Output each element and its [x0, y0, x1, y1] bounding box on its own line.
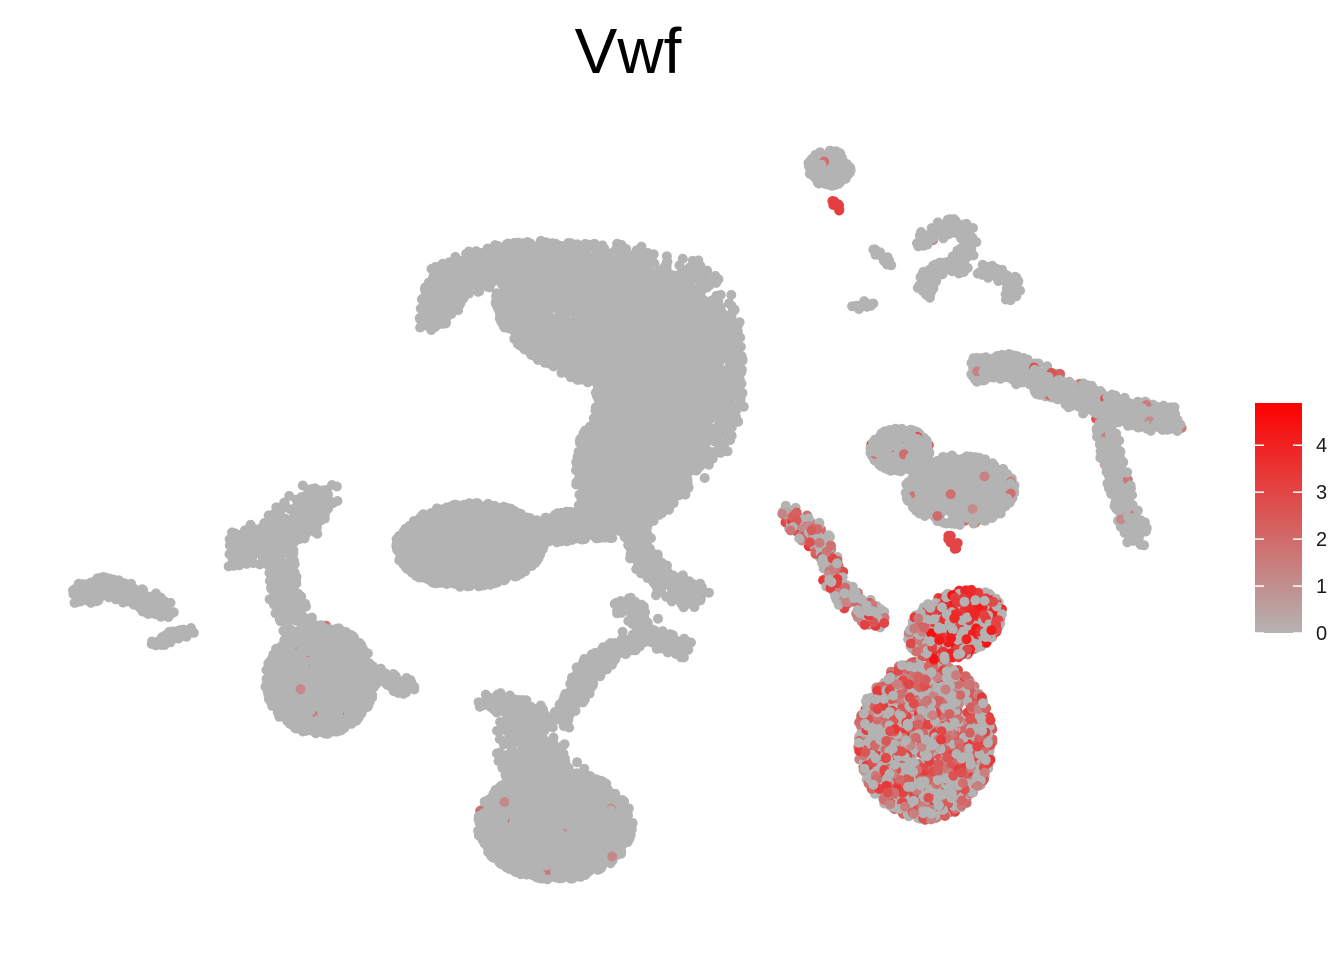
data-point [579, 239, 590, 250]
data-point [711, 396, 722, 407]
data-point [575, 530, 586, 541]
data-point [482, 244, 493, 255]
data-point [709, 330, 720, 341]
data-point [473, 286, 484, 297]
data-point [550, 238, 561, 249]
data-point [720, 413, 731, 424]
data-point [516, 247, 527, 258]
data-point [735, 332, 746, 343]
data-point [567, 250, 578, 260]
data-point [701, 451, 712, 462]
data-point [695, 315, 706, 326]
data-point [648, 249, 659, 260]
data-point [565, 513, 576, 523]
data-point [473, 258, 484, 269]
data-point [422, 296, 433, 306]
data-point [444, 257, 455, 268]
data-point [470, 248, 481, 259]
data-point [695, 286, 706, 297]
data-point [708, 430, 718, 441]
data-point [668, 272, 679, 283]
data-point [662, 256, 673, 267]
data-point [695, 261, 706, 271]
data-point [621, 260, 632, 271]
data-point [427, 287, 438, 298]
data-point [693, 274, 704, 284]
data-point [714, 345, 725, 356]
data-point [422, 320, 433, 331]
data-point [589, 241, 600, 252]
data-point [490, 260, 501, 271]
data-point [458, 293, 469, 304]
data-point [612, 251, 623, 262]
data-point [551, 534, 562, 544]
data-point [733, 362, 744, 373]
data-point [677, 253, 688, 264]
data-point [700, 439, 711, 450]
data-point [653, 274, 664, 285]
data-point [725, 435, 736, 446]
data-point [444, 294, 455, 305]
data-point [548, 249, 559, 260]
data-point [657, 495, 667, 506]
data-point [504, 275, 515, 286]
data-point [654, 509, 665, 520]
data-point [541, 516, 552, 527]
data-point [687, 302, 698, 313]
data-point [710, 270, 721, 281]
data-point [644, 261, 655, 272]
data-point [715, 289, 726, 300]
data-point [485, 271, 496, 282]
data-point [459, 272, 469, 283]
data-point [726, 289, 737, 300]
data-point [463, 256, 474, 267]
data-point [715, 302, 726, 313]
data-point [729, 304, 740, 315]
data-point [566, 529, 577, 540]
chart-title: Vwf [574, 15, 682, 87]
data-point [530, 243, 541, 254]
data-point [507, 247, 518, 258]
data-point [714, 380, 725, 391]
data-point [704, 299, 715, 310]
data-point [704, 280, 715, 291]
data-point [646, 502, 657, 513]
data-point [552, 508, 563, 519]
data-point [578, 248, 589, 259]
data-point [440, 318, 451, 329]
data-point [538, 249, 549, 260]
data-point [714, 447, 725, 458]
data-point [679, 284, 690, 295]
data-point [729, 348, 740, 359]
data-point [493, 247, 504, 258]
data-point [707, 318, 718, 329]
data-point [719, 370, 730, 381]
data-point [511, 238, 522, 249]
data-point [433, 305, 444, 316]
scatter-points [68, 145, 1187, 885]
data-point [723, 327, 734, 338]
data-point [563, 238, 574, 248]
data-point [738, 401, 749, 412]
data-point [682, 477, 693, 488]
data-point [714, 358, 725, 369]
data-point [723, 384, 734, 395]
data-point [726, 422, 737, 433]
data-point [699, 473, 710, 483]
data-point [430, 262, 441, 272]
data-point [446, 269, 457, 280]
